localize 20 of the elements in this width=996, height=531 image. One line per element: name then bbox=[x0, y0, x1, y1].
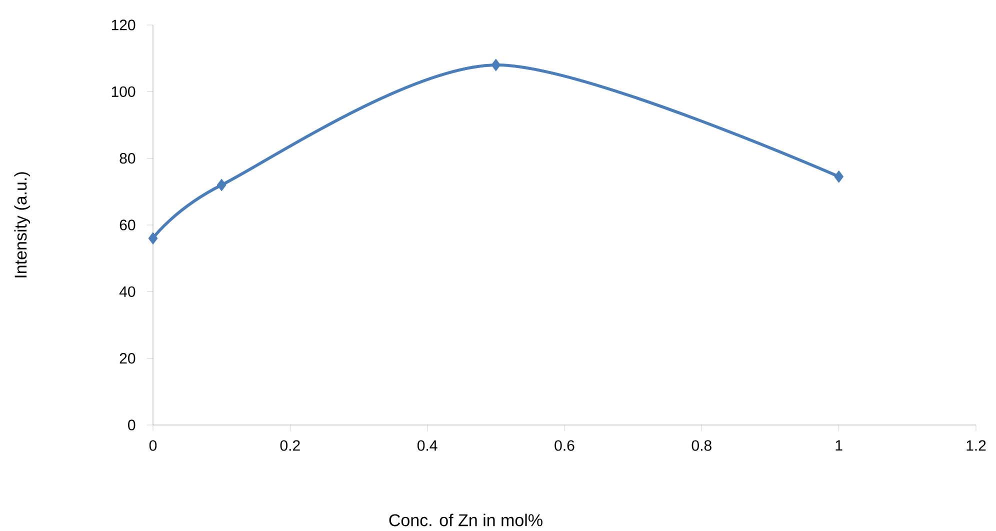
point bbox=[148, 232, 158, 244]
x-tick-label: 0.8 bbox=[692, 440, 712, 451]
y-axis-title: Intensity (a.u.) bbox=[14, 172, 30, 278]
x-tick-label: 1.2 bbox=[966, 440, 986, 451]
point bbox=[216, 178, 226, 192]
x-tick-label: 0 bbox=[149, 440, 157, 451]
y-tick-label: 20 bbox=[120, 352, 136, 364]
x-tick-label: 0.2 bbox=[280, 440, 300, 451]
x-axis-title: Conc. of Zn in mol% bbox=[389, 514, 542, 526]
x-tick-label: 0.6 bbox=[554, 440, 574, 451]
x-tick-label: 1 bbox=[836, 440, 842, 450]
y-tick-label: 60 bbox=[120, 220, 136, 230]
y-tick-label: 120 bbox=[112, 20, 136, 30]
x-tick-label: 0.4 bbox=[417, 440, 438, 451]
point bbox=[491, 58, 501, 72]
y-tick-label: 0 bbox=[128, 420, 136, 430]
point bbox=[834, 170, 844, 183]
y-tick-label: 80 bbox=[120, 152, 136, 164]
y-tick-label: 100 bbox=[112, 86, 136, 97]
y-tick-label: 40 bbox=[119, 286, 136, 297]
